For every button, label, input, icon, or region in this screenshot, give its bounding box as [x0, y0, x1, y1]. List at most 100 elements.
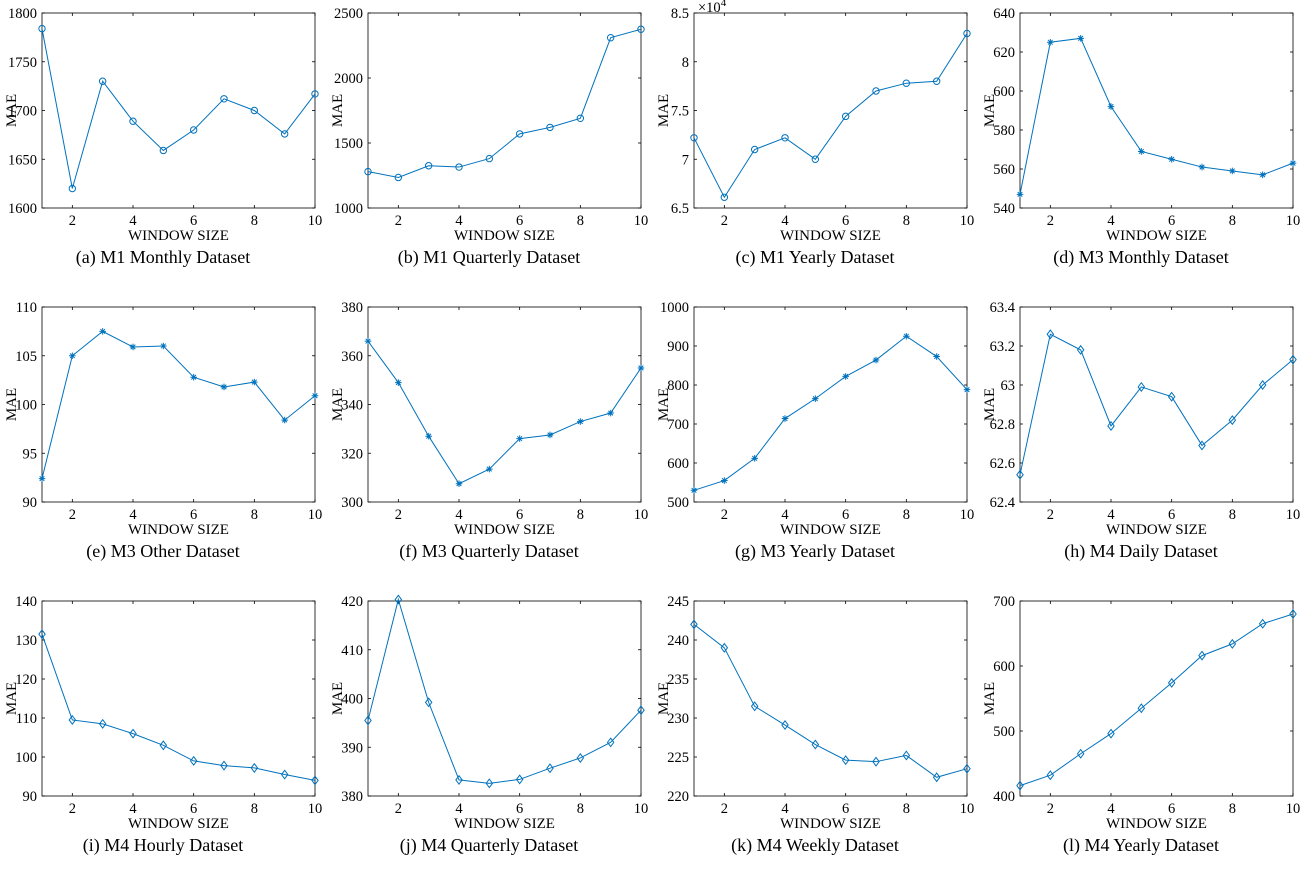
y-tick-label: 380 — [341, 789, 363, 805]
y-tick-label: 62.6 — [990, 456, 1015, 472]
chart-panel: 540 560 580 600 620 640 2 4 6 8 10 WINDOW SIZE MAE (d… — [978, 0, 1304, 292]
y-tick-label: 120 — [15, 672, 37, 688]
y-axis-label: MAE — [330, 94, 346, 127]
x-tick-label: 6 — [1168, 507, 1175, 523]
data-point — [38, 475, 46, 482]
x-axis-label: WINDOW SIZE — [454, 522, 555, 538]
data-point — [1259, 171, 1266, 179]
series-line — [41, 28, 316, 189]
x-tick-label: 6 — [516, 213, 523, 229]
data-point — [750, 701, 759, 712]
data-point — [720, 193, 729, 201]
data-point — [1198, 650, 1206, 661]
x-tick-label: 6 — [1168, 213, 1175, 229]
y-tick-label: 620 — [993, 45, 1015, 61]
subfigure-caption: (j) M4 Quarterly Dataset — [399, 835, 579, 855]
plot-frame — [693, 600, 968, 797]
data-point — [1289, 159, 1297, 167]
data-point — [250, 762, 259, 773]
data-point — [394, 594, 403, 605]
series-line — [1019, 613, 1294, 787]
x-tick-label: 8 — [1229, 507, 1236, 523]
x-tick-label: 8 — [1229, 213, 1236, 229]
series-markers — [364, 25, 645, 182]
y-tick-label: 62.4 — [990, 495, 1016, 511]
x-axis-label: WINDOW SIZE — [128, 816, 229, 832]
y-tick-label: 540 — [993, 201, 1015, 217]
data-point — [38, 629, 46, 640]
data-point — [1229, 167, 1236, 175]
series-markers — [364, 594, 645, 789]
subfigure-caption: (g) M3 Yearly Dataset — [735, 541, 895, 561]
data-point — [1047, 38, 1054, 46]
y-tick-label: 700 — [993, 594, 1015, 610]
plot-frame — [693, 306, 968, 503]
y-tick-label: 900 — [667, 339, 689, 355]
data-point — [932, 77, 941, 85]
data-point — [842, 373, 849, 380]
data-point — [424, 162, 433, 170]
y-tick-label: 7.5 — [671, 104, 689, 120]
y-tick-label: 7 — [682, 152, 689, 168]
data-point — [364, 715, 372, 726]
subfigure-caption: (i) M4 Hourly Dataset — [82, 835, 244, 855]
series-markers — [1016, 329, 1297, 480]
y-tick-label: 700 — [667, 417, 689, 433]
y-tick-label: 340 — [341, 398, 363, 414]
data-point — [311, 392, 319, 400]
data-point — [812, 395, 819, 402]
data-point — [1077, 35, 1084, 42]
data-point — [546, 763, 554, 774]
y-tick-label: 63 — [1001, 378, 1016, 394]
data-point — [364, 337, 372, 345]
y-tick-label: 1500 — [334, 136, 363, 152]
y-tick-label: 8 — [682, 55, 689, 71]
data-point — [1046, 770, 1055, 781]
data-point — [1289, 608, 1297, 620]
chart-svg: 62.4 62.6 62.8 63 63.2 63.4 2 4 6 8 10 WINDOW SIZE M… — [982, 300, 1300, 538]
x-tick-label: 10 — [634, 213, 649, 229]
chart-svg: 1000 1500 2000 2500 2 4 6 8 10 WINDOW SIZE MAE — [330, 6, 649, 244]
data-point — [1107, 420, 1115, 431]
y-axis-label: MAE — [656, 94, 672, 127]
y-tick-label: 420 — [341, 594, 363, 610]
plot-frame — [367, 12, 642, 209]
data-point — [486, 465, 493, 473]
data-point — [1258, 379, 1267, 391]
series-line — [693, 335, 968, 491]
x-tick-label: 4 — [455, 801, 463, 817]
plot-frame — [693, 12, 968, 209]
data-point — [1016, 191, 1024, 198]
x-tick-label: 10 — [960, 213, 975, 229]
x-tick-label: 8 — [251, 213, 258, 229]
subfigure-caption: (l) M4 Yearly Dataset — [1063, 835, 1219, 855]
data-point — [1198, 440, 1206, 451]
x-tick-label: 8 — [577, 801, 584, 817]
x-tick-label: 4 — [129, 507, 137, 523]
data-point — [395, 379, 402, 386]
chart-svg: 400 500 600 700 2 4 6 8 10 WINDOW SIZE MAE — [982, 594, 1300, 832]
y-tick-label: 230 — [667, 711, 689, 727]
data-point — [576, 752, 585, 764]
chart-svg: 220 225 230 235 240 245 2 4 6 8 10 WINDOW SIZE MAE — [656, 594, 974, 832]
chart-panel: 1600 1650 1700 1750 1800 2 4 6 8 10 WINDOW SIZE MAE… — [0, 0, 326, 292]
data-point — [455, 480, 463, 488]
y-tick-label: 380 — [341, 300, 363, 316]
y-tick-label: 245 — [667, 594, 689, 610]
chart-panel: 1000 1500 2000 2500 2 4 6 8 10 WINDOW SIZE MAE (b) … — [326, 0, 652, 292]
x-tick-label: 8 — [251, 801, 258, 817]
series-markers — [690, 29, 971, 201]
data-point — [963, 29, 971, 38]
y-axis-label: MAE — [982, 94, 998, 127]
data-point — [311, 90, 319, 98]
subfigure-caption: (h) M4 Daily Dataset — [1064, 541, 1218, 561]
y-tick-label: 2000 — [334, 71, 363, 87]
data-point — [1137, 381, 1146, 392]
data-point — [129, 117, 137, 125]
subfigure-caption: (d) M3 Monthly Dataset — [1053, 247, 1229, 267]
data-point — [220, 95, 228, 103]
series-line — [1019, 333, 1294, 475]
x-axis-label: WINDOW SIZE — [1106, 522, 1207, 538]
x-axis-label: WINDOW SIZE — [454, 816, 555, 832]
y-tick-label: 220 — [667, 789, 689, 805]
